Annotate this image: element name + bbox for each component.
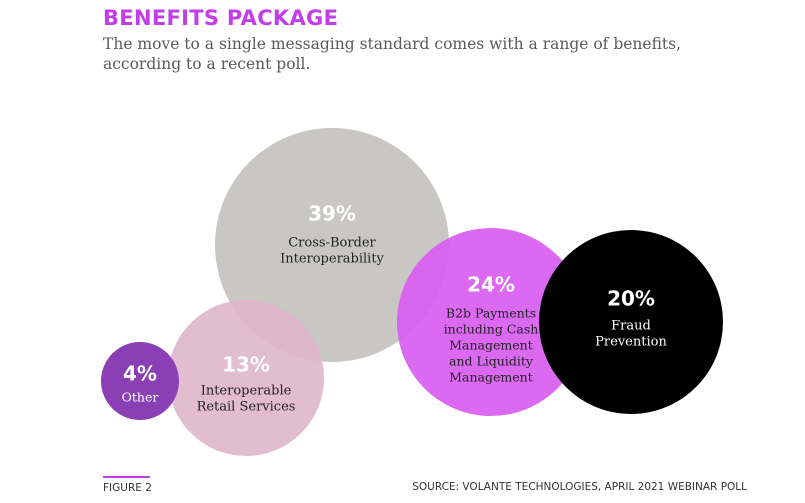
bubble-circle-b2b-payments [397, 228, 585, 416]
bubble-value-retail-services: 13% [222, 353, 270, 377]
bubble-label-cross-border: Interoperability [280, 252, 384, 267]
bubble-circle-other [101, 342, 179, 420]
bubble-value-other: 4% [123, 362, 157, 386]
bubble-label-b2b-payments: and Liquidity [449, 354, 534, 369]
bubble-circle-cross-border [215, 128, 449, 362]
bubble-circle-fraud-prevention [539, 230, 723, 414]
bubble-label-cross-border: Cross-Border [288, 236, 376, 251]
bubble-label-other: Other [122, 390, 159, 405]
bubble-value-b2b-payments: 24% [467, 273, 515, 297]
figure-label: FIGURE 2 [103, 482, 152, 494]
bubble-label-b2b-payments: Management [449, 370, 532, 385]
bubble-label-fraud-prevention: Fraud [611, 319, 651, 334]
bubble-value-cross-border: 39% [308, 202, 356, 226]
bubble-other: 4% Other [101, 342, 179, 420]
bubble-label-b2b-payments: Management [449, 338, 532, 353]
chart-title: BENEFITS PACKAGE [103, 6, 339, 30]
bubble-circle-retail-services [168, 300, 324, 456]
source-note: SOURCE: VOLANTE TECHNOLOGIES, APRIL 2021… [412, 481, 747, 493]
figure-rule [103, 476, 150, 478]
chart-subtitle: The move to a single messaging standard … [103, 35, 682, 73]
bubble-label-b2b-payments: B2b Payments [446, 306, 536, 321]
bubble-label-fraud-prevention: Prevention [595, 335, 667, 350]
bubble-label-retail-services: Retail Services [197, 400, 296, 415]
bubble-value-fraud-prevention: 20% [607, 287, 655, 311]
bubble-label-b2b-payments: including Cash [444, 322, 539, 337]
bubble-label-retail-services: Interoperable [201, 384, 292, 399]
